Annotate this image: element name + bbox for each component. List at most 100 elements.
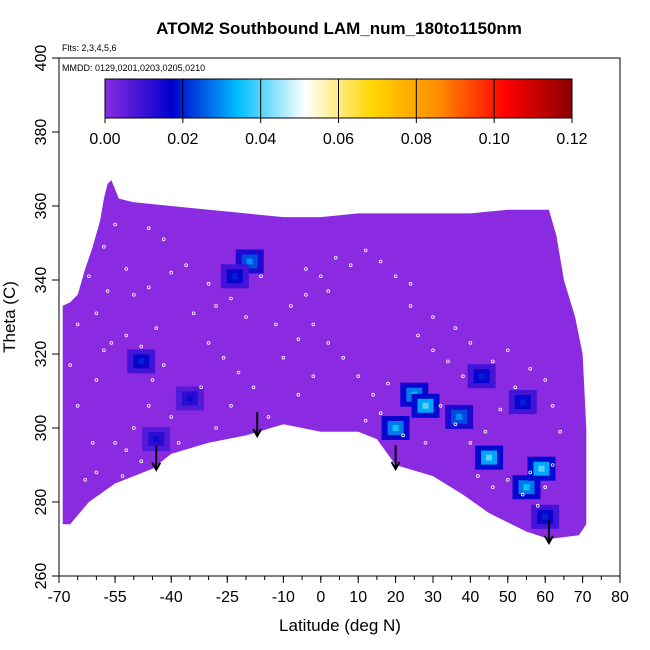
observation-point [120,474,125,478]
y-axis: 260 280 300 320 340 360 380 400 [33,45,59,590]
observation-point [468,341,473,345]
observation-points [68,222,562,508]
y-tick-label: 340 [33,267,50,294]
observation-point [483,429,488,434]
observation-point [161,237,166,242]
colorbar-tick-label: 0.12 [556,131,587,148]
hotspot-core [422,402,429,409]
observation-point [543,378,547,382]
arrow-markers [151,412,554,546]
observation-point [146,403,151,408]
colorbar: 0.00 0.02 0.04 0.06 0.08 0.10 0.12 [89,78,588,148]
x-tick-label: 30 [424,589,442,606]
observation-point [550,403,555,408]
observation-point [386,381,390,386]
observation-point [244,315,248,319]
observation-point [132,292,136,297]
observation-point [438,403,443,408]
x-tick-label: 60 [536,589,554,606]
observation-point [251,385,256,390]
hotspot-core [231,273,238,280]
y-tick-label: 260 [33,563,50,590]
x-tick-label: 50 [499,589,517,606]
observation-point [505,348,510,353]
observation-point [184,263,188,268]
chart-title: ATOM2 Southbound LAM_num_180to1150nm [156,19,522,38]
colorbar-tick-label: 0.02 [167,131,198,148]
observation-point [87,274,91,279]
x-tick-label: -40 [160,589,183,606]
observation-point [124,267,129,271]
observation-point [90,440,95,445]
observation-point [468,440,473,445]
x-tick-label: -10 [272,589,295,606]
field-region [62,180,587,539]
observation-point [356,374,361,379]
observation-point [169,270,174,275]
observation-point [513,385,518,390]
observation-point [326,289,331,293]
hotspot-core [138,358,145,365]
observation-point [558,429,562,434]
observation-point [109,341,114,345]
observation-point [528,470,533,475]
observation-point [431,315,435,319]
observation-point [102,348,106,353]
observation-point [333,255,338,260]
observation-point [146,226,151,231]
observation-point [102,244,106,249]
observation-point [266,415,271,419]
flights-annotation: Flts: 2,3,4,5,6 [62,43,117,53]
observation-point [236,370,241,375]
observation-point [393,274,398,279]
observation-point [528,366,533,371]
observation-point [139,344,144,349]
observation-point [124,333,129,338]
observation-point [550,463,555,467]
observation-point [124,448,129,453]
x-tick-label: 0 [316,589,325,606]
observation-point [408,304,413,308]
observation-point [229,403,233,408]
y-tick-label: 380 [33,119,50,146]
observation-point [105,489,110,493]
observation-point [505,477,510,482]
observation-point [94,311,99,316]
x-tick-label: -25 [216,589,239,606]
observation-point [363,418,368,423]
observation-point [184,463,188,467]
x-tick-label: 40 [462,589,480,606]
hotspot-core [523,484,530,491]
observation-point [476,474,480,478]
arrow-head [252,428,263,439]
observation-point [416,333,420,338]
y-tick-label: 400 [33,45,50,72]
y-tick-label: 320 [33,341,50,368]
observation-point [498,407,503,412]
observation-point [535,503,540,508]
hotspot-core [153,436,160,443]
observation-point [199,385,203,390]
observation-point [378,259,383,264]
arrow-head [151,462,162,472]
observation-point [132,426,136,430]
observation-point [453,422,458,427]
dates-annotation: MMDD: 0129,0201,0203,0205,0210 [62,63,205,73]
observation-point [348,263,353,268]
observation-point [423,440,428,445]
observation-point [154,326,159,330]
observation-point [75,322,80,327]
hotspot-core [486,454,493,461]
arrow-head [544,535,554,546]
observation-point [461,374,465,379]
y-axis-label: Theta (C) [0,281,19,353]
observation-point [191,311,196,316]
observation-point [491,485,495,490]
observation-point [491,359,495,364]
observation-point [453,326,458,330]
observation-point [446,359,450,364]
observation-point [206,281,211,286]
observation-point [105,289,110,293]
observation-point [169,415,174,419]
